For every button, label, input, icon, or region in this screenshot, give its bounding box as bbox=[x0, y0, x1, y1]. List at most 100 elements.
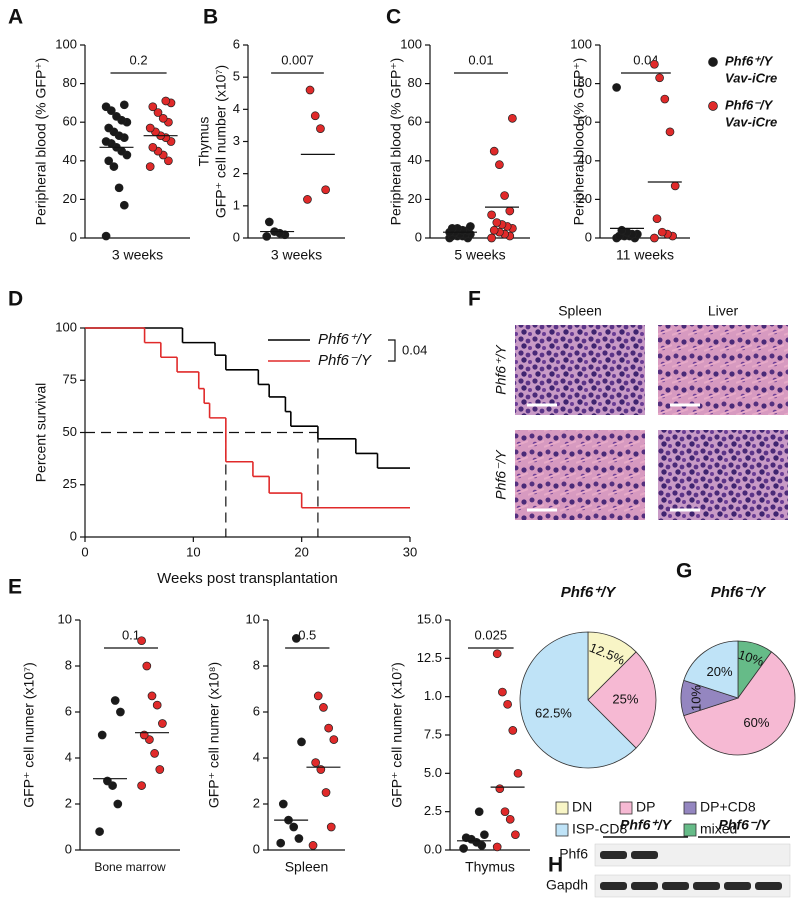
y-tick-label: 7.5 bbox=[424, 726, 442, 741]
data-point bbox=[164, 156, 173, 166]
data-point bbox=[148, 142, 158, 152]
y-tick-label: 1.0 bbox=[424, 688, 442, 703]
data-point bbox=[650, 59, 659, 69]
slice-label: 62.5% bbox=[535, 706, 572, 721]
data-point bbox=[511, 830, 520, 840]
y-tick-label: 2.5 bbox=[424, 803, 442, 818]
legend-label: DN bbox=[572, 799, 592, 815]
data-point bbox=[495, 160, 504, 170]
column-label: Spleen bbox=[558, 303, 602, 319]
blot-band bbox=[600, 851, 627, 859]
data-point bbox=[657, 227, 667, 237]
pie-title: Phf6⁻/Y bbox=[711, 584, 768, 601]
x-axis-label: Bone marrow bbox=[94, 860, 166, 874]
data-point bbox=[310, 111, 320, 121]
y-tick-label: 0 bbox=[415, 229, 422, 244]
group-label: Phf6⁺/Y bbox=[620, 817, 673, 833]
group-label: Phf6⁻/Y bbox=[719, 817, 772, 833]
y-tick-label: 80 bbox=[408, 75, 422, 90]
data-point bbox=[289, 822, 299, 832]
data-point bbox=[612, 83, 621, 92]
y-tick-label: 2 bbox=[233, 165, 240, 180]
data-point bbox=[655, 73, 664, 83]
legend-swatch bbox=[555, 801, 569, 815]
y-tick-label: 1 bbox=[233, 197, 240, 212]
y-tick-label: 8 bbox=[65, 657, 72, 672]
x-axis-label: 5 weeks bbox=[454, 247, 505, 263]
data-point bbox=[326, 822, 336, 832]
blot-band bbox=[724, 882, 751, 890]
data-point bbox=[321, 185, 330, 195]
data-point bbox=[142, 661, 152, 671]
data-point bbox=[498, 687, 507, 697]
y-tick-label: 40 bbox=[63, 152, 77, 167]
y-tick-label: 80 bbox=[63, 75, 77, 90]
data-point bbox=[137, 781, 146, 790]
slice-label: 60% bbox=[743, 715, 769, 730]
legend-marker bbox=[708, 101, 718, 111]
data-point bbox=[670, 181, 680, 191]
y-tick-label: 100 bbox=[400, 36, 422, 51]
x-tick-label: 30 bbox=[403, 544, 417, 559]
data-point bbox=[513, 768, 523, 778]
blot-band bbox=[693, 882, 720, 890]
x-axis-label: Weeks post transplantation bbox=[157, 570, 338, 587]
data-point bbox=[617, 225, 627, 235]
y-tick-label: 0 bbox=[585, 229, 592, 244]
panel-letter: F bbox=[468, 288, 481, 311]
blot-band bbox=[755, 882, 782, 890]
data-point bbox=[158, 113, 168, 123]
y-axis-label: Thymus bbox=[196, 117, 212, 167]
data-point bbox=[324, 723, 333, 733]
data-point bbox=[489, 146, 499, 156]
y-tick-label: 0 bbox=[70, 528, 77, 543]
data-point bbox=[112, 112, 121, 121]
data-point bbox=[308, 841, 318, 850]
blot-band bbox=[631, 882, 658, 890]
data-point bbox=[276, 838, 286, 848]
data-point bbox=[492, 218, 502, 227]
protein-label: Phf6 bbox=[559, 846, 588, 862]
data-point bbox=[110, 696, 120, 705]
data-point bbox=[500, 191, 509, 200]
y-tick-label: 5 bbox=[233, 69, 240, 84]
y-tick-label: 6 bbox=[65, 703, 72, 718]
data-point bbox=[294, 834, 304, 843]
data-point bbox=[148, 102, 158, 112]
data-point bbox=[466, 222, 475, 231]
blot-band bbox=[600, 882, 627, 890]
data-point bbox=[665, 127, 675, 137]
data-point bbox=[155, 765, 165, 774]
panel-letter: D bbox=[8, 288, 23, 311]
y-tick-label: 4 bbox=[233, 101, 240, 116]
data-point bbox=[492, 649, 502, 659]
data-point bbox=[319, 703, 328, 712]
data-point bbox=[313, 691, 323, 701]
y-tick-label: 10 bbox=[246, 611, 260, 626]
panel-letter: A bbox=[8, 6, 23, 29]
data-point bbox=[329, 735, 339, 744]
data-point bbox=[652, 214, 662, 224]
y-tick-label: 100 bbox=[55, 36, 77, 51]
data-point bbox=[321, 788, 331, 797]
y-axis-label: GFP⁺ cell numer (x10⁷) bbox=[21, 662, 37, 808]
data-point bbox=[650, 233, 659, 243]
data-point bbox=[113, 799, 123, 809]
row-label: Phf6⁺/Y bbox=[493, 344, 509, 395]
y-axis-label: GFP⁺ cell numer (x10⁸) bbox=[206, 662, 222, 808]
p-value: 0.1 bbox=[122, 627, 140, 642]
y-tick-label: 80 bbox=[578, 75, 592, 90]
data-point bbox=[459, 844, 468, 853]
blot-strip bbox=[594, 843, 791, 867]
data-point bbox=[297, 737, 306, 747]
y-tick-label: 40 bbox=[578, 152, 592, 167]
row-label: Phf6⁻/Y bbox=[493, 449, 509, 500]
y-tick-label: 6 bbox=[233, 36, 240, 51]
data-point bbox=[508, 726, 518, 735]
y-tick-label: 50 bbox=[63, 424, 77, 439]
y-tick-label: 12.5 bbox=[417, 650, 442, 665]
blot-strip bbox=[594, 874, 791, 898]
x-axis-label: Spleen bbox=[285, 859, 329, 875]
y-tick-label: 20 bbox=[63, 191, 77, 206]
